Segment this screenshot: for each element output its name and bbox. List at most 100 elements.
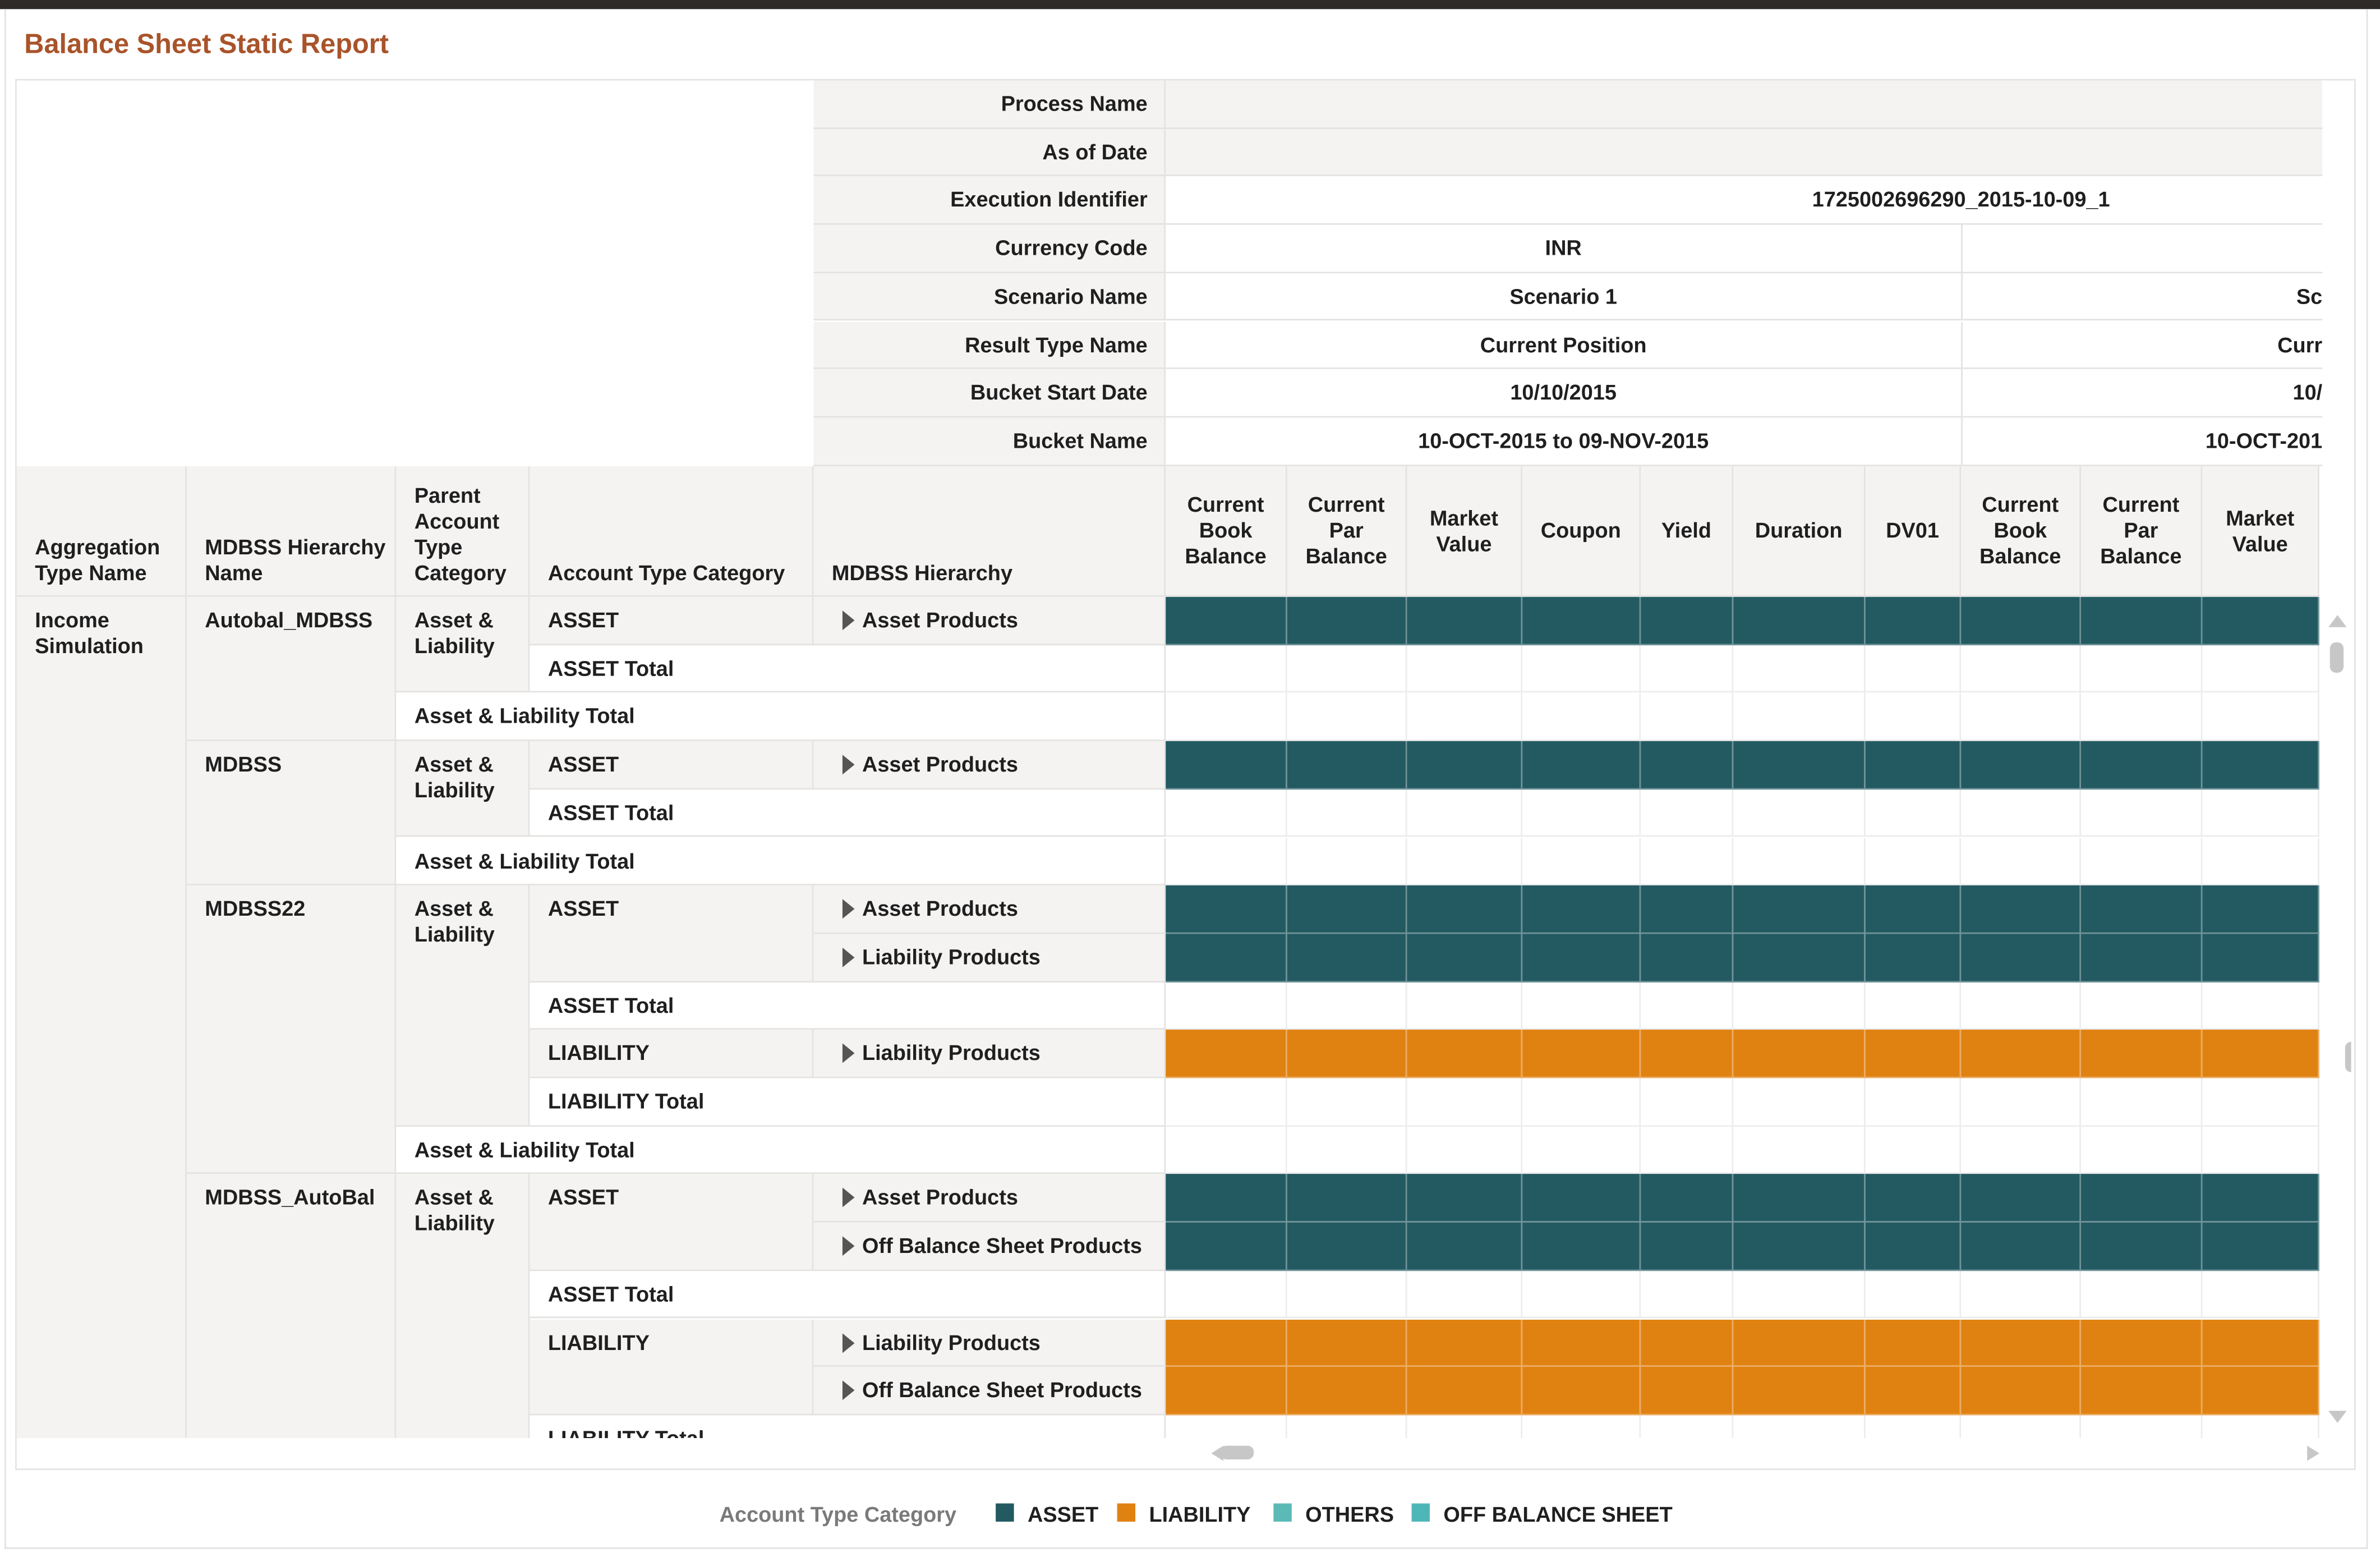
value-cell xyxy=(2080,837,2203,886)
total-label: LIABILITY Total xyxy=(547,1089,705,1113)
expand-icon[interactable] xyxy=(842,755,855,775)
measure-header: DV01 xyxy=(1886,517,1939,543)
value-cell xyxy=(2080,1174,2203,1223)
value-cell xyxy=(1522,1174,1641,1223)
value-cell xyxy=(1733,645,1866,694)
value-cell xyxy=(1961,885,2081,934)
field-value: 1725002696290_2015-10-09_1 xyxy=(1812,187,2110,212)
field-value: 10/10/2015 xyxy=(1510,380,1617,405)
value-cell xyxy=(1733,1030,1866,1078)
value-cell xyxy=(2202,789,2319,838)
field-label-cell xyxy=(813,177,1166,225)
value-cell xyxy=(1641,1222,1734,1271)
measure-header-cell: Coupon xyxy=(1522,466,1641,597)
expand-icon[interactable] xyxy=(842,1380,855,1401)
measure-header-cell: DV01 xyxy=(1865,466,1962,597)
measure-header: Current Par Balance xyxy=(2100,492,2182,568)
dimension-label: Asset & Liability xyxy=(414,896,495,947)
dimension-cell xyxy=(530,885,814,982)
legend-label: LIABILITY xyxy=(1149,1502,1251,1527)
value-divider xyxy=(1961,369,1963,416)
row-header: Account Type Category xyxy=(547,560,785,585)
dimension-label: MDBSS22 xyxy=(205,896,306,921)
dimension-label: Off Balance Sheet Products xyxy=(862,1377,1142,1402)
measure-header: Duration xyxy=(1755,517,1843,543)
value-divider xyxy=(1961,321,1963,368)
value-cell xyxy=(1522,982,1641,1030)
value-cell xyxy=(1641,885,1734,934)
field-label-cell xyxy=(813,128,1166,177)
panel xyxy=(4,9,2368,1549)
value-cell xyxy=(1287,1030,1407,1078)
field-label-cell xyxy=(813,321,1166,370)
total-label: ASSET Total xyxy=(547,800,674,825)
measure-header: Current Par Balance xyxy=(1305,492,1387,568)
measure-header-cell: Market Value xyxy=(1407,466,1523,597)
value-cell xyxy=(1641,934,1734,982)
expand-icon[interactable] xyxy=(842,1236,855,1256)
total-label: LIABILITY Total xyxy=(547,1426,705,1439)
value-cell xyxy=(2080,741,2203,789)
value-cell xyxy=(2202,982,2319,1030)
value-cell xyxy=(2080,982,2203,1030)
dimension-label: Income Simulation xyxy=(35,607,144,658)
horizontal-scrollbar[interactable] xyxy=(1178,1438,2337,1468)
value-cell xyxy=(1522,1319,1641,1367)
value-cell xyxy=(1961,837,2081,886)
dimension-cell xyxy=(530,741,814,789)
dimension-cell xyxy=(813,1367,1166,1416)
value-cell xyxy=(2080,1319,2203,1367)
top-bar xyxy=(0,0,2380,10)
value-divider xyxy=(1961,224,1963,272)
vertical-scrollbar[interactable] xyxy=(2323,596,2351,1439)
legend-swatch xyxy=(996,1503,1014,1522)
value-cell xyxy=(1166,934,1287,982)
value-cell xyxy=(2202,1030,2319,1078)
dimension-label: Asset Products xyxy=(862,751,1018,777)
value-cell xyxy=(1522,789,1641,838)
value-cell xyxy=(1641,693,1734,741)
value-cell xyxy=(1407,1270,1523,1319)
field-label: As of Date xyxy=(1042,139,1148,164)
measure-header: Market Value xyxy=(1429,504,1498,555)
value-cell xyxy=(1865,1030,1962,1078)
total-cell xyxy=(530,1415,1166,1439)
value-cell xyxy=(1641,1174,1734,1223)
value-divider xyxy=(1961,417,1963,465)
total-cell xyxy=(530,1270,1166,1319)
dimension-cell xyxy=(530,1174,814,1271)
report-title: Balance Sheet Static Report xyxy=(24,29,389,59)
value-cell xyxy=(1166,1222,1287,1271)
expand-icon[interactable] xyxy=(842,1332,855,1353)
value-cell xyxy=(2202,934,2319,982)
value-cell xyxy=(1522,1270,1641,1319)
total-label: ASSET Total xyxy=(547,1281,674,1306)
expand-icon[interactable] xyxy=(842,1044,855,1064)
value-cell xyxy=(1961,693,2081,741)
value-cell xyxy=(2080,1415,2203,1439)
dimension-label: Liability Products xyxy=(862,1040,1041,1066)
dimension-cell xyxy=(186,1174,397,1439)
value-cell xyxy=(1522,885,1641,934)
value-cell xyxy=(1733,1319,1866,1367)
measure-header-cell: Current Book Balance xyxy=(1166,466,1287,597)
expand-icon[interactable] xyxy=(842,1188,855,1208)
field-value-row: 10/10/2015 10/ xyxy=(1166,369,2323,417)
value-cell xyxy=(1287,1270,1407,1319)
expand-icon[interactable] xyxy=(842,610,855,631)
expand-icon[interactable] xyxy=(842,899,855,919)
value-cell xyxy=(1733,1078,1866,1127)
value-cell xyxy=(2202,1270,2319,1319)
expand-icon[interactable] xyxy=(842,947,855,967)
field-label: Scenario Name xyxy=(993,283,1148,308)
value-cell xyxy=(1166,741,1287,789)
dimension-label: Asset Products xyxy=(862,1185,1018,1210)
value-cell xyxy=(1641,1030,1734,1078)
value-cell xyxy=(1733,789,1866,838)
value-cell xyxy=(1166,1126,1287,1175)
value-cell xyxy=(2202,1222,2319,1271)
value-cell xyxy=(1641,1126,1734,1175)
value-cell xyxy=(1733,741,1866,789)
dimension-cell xyxy=(813,1030,1166,1078)
